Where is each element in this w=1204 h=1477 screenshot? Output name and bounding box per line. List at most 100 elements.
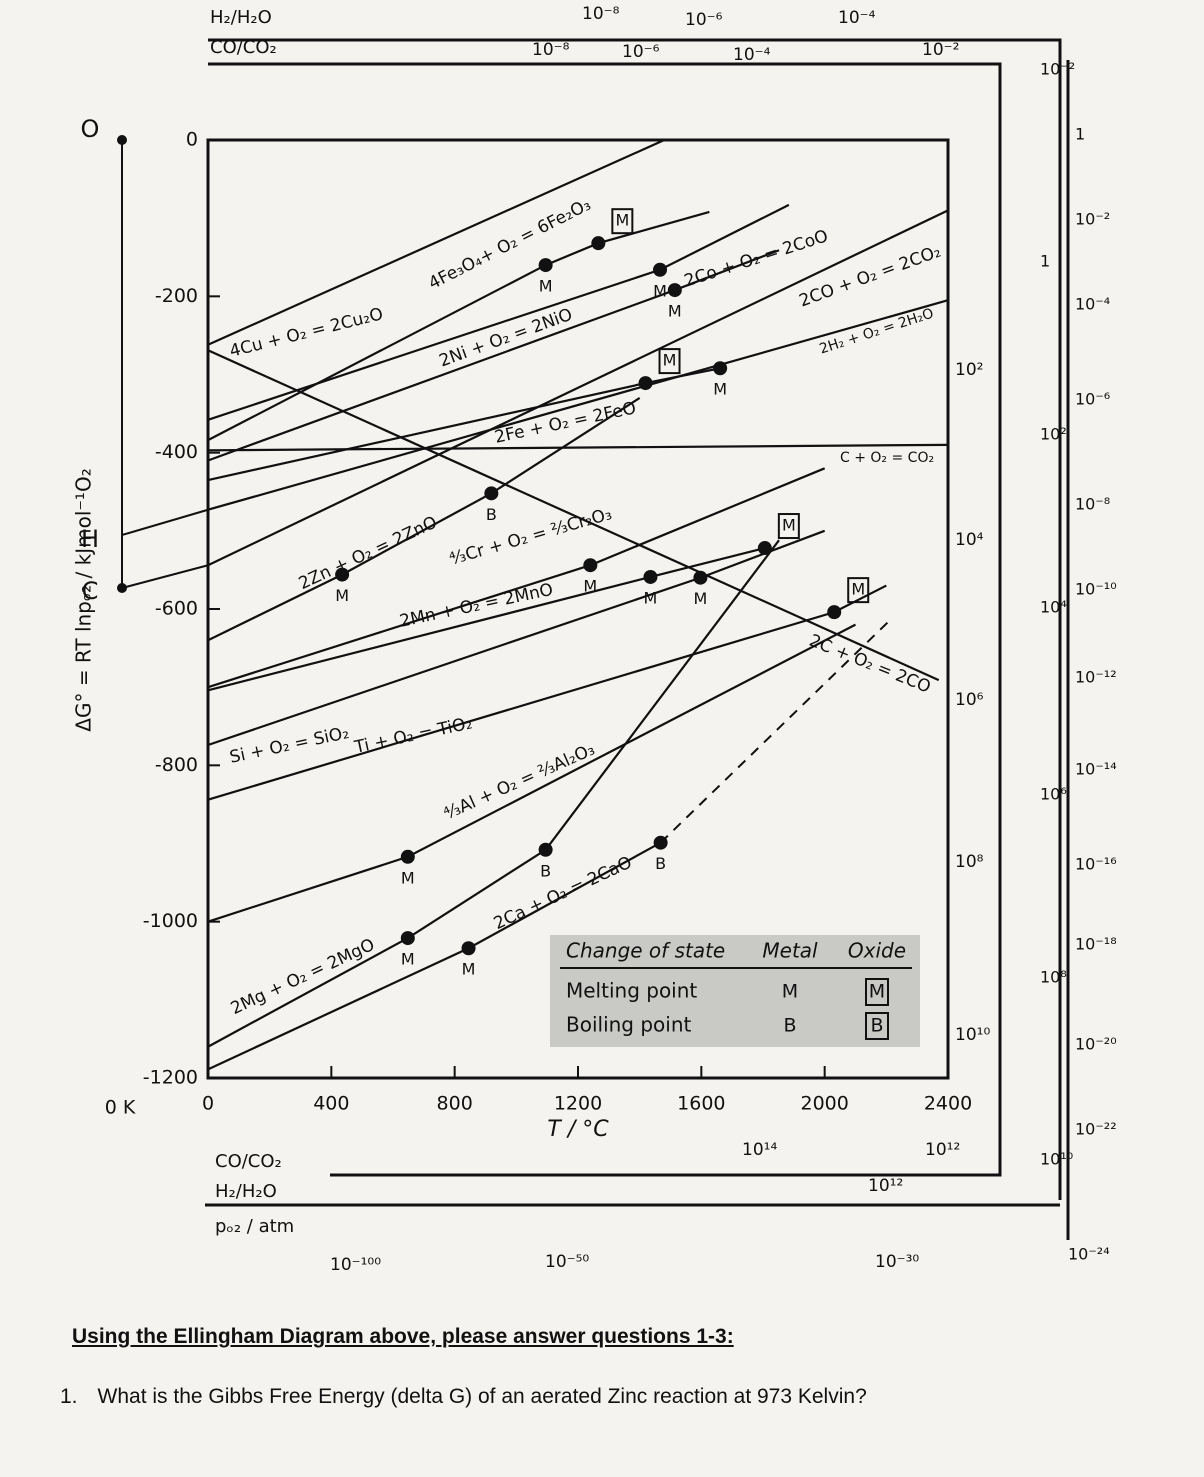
- reaction-line: [207, 209, 949, 567]
- transition-point: [461, 941, 476, 956]
- scale-label: 10⁻⁴: [838, 8, 876, 28]
- transition-label: M: [663, 351, 677, 370]
- scale-label: 10⁸: [1040, 968, 1067, 987]
- scale-label: 10¹⁰: [955, 1025, 990, 1045]
- scale-label: 10⁻⁴: [733, 45, 771, 65]
- y-tick-label: -800: [155, 754, 198, 776]
- transition-label: B: [655, 854, 666, 873]
- scale-label: 10⁻⁵⁰: [545, 1252, 589, 1272]
- transition-point: [400, 849, 415, 864]
- transition-label: M: [694, 589, 708, 608]
- reaction-line: [207, 443, 949, 452]
- legend-column: Oxide: [848, 939, 906, 963]
- h2-frame: [208, 38, 1062, 1200]
- transition-label: M: [668, 302, 682, 321]
- scale-label: 10⁻¹⁰: [1075, 580, 1117, 599]
- x-tick-label: 1600: [677, 1093, 725, 1115]
- ellingham-diagram: ΔG° = RT lnpₒ₂ / kJmol⁻¹O₂ T / °C 0 K 0 -…: [72, 4, 1117, 1275]
- oxide-box: [658, 348, 681, 375]
- transition-point: [667, 283, 682, 298]
- reaction-line: [207, 529, 826, 747]
- transition-label: M: [401, 868, 415, 887]
- legend-title: Change of state: [566, 939, 725, 963]
- reaction-label: 2Fe + O₂ = 2FeO: [493, 398, 638, 447]
- transition-label: M: [539, 277, 553, 296]
- transition-point: [484, 486, 499, 501]
- scale-label: 10⁻⁶: [622, 42, 660, 62]
- heading: Using the Ellingham Diagram above, pleas…: [72, 1325, 734, 1348]
- pivot-label: O: [81, 115, 100, 143]
- reaction-label: 2CO + O₂ = 2CO₂: [797, 242, 944, 312]
- scale-label: 10⁻²²: [1075, 1120, 1117, 1139]
- transition-point: [653, 262, 668, 277]
- scale-label: 10⁻²: [1075, 210, 1110, 229]
- x-axis-label: T / °C: [547, 1117, 609, 1142]
- transition-label: M: [401, 950, 415, 969]
- scale-label: 10¹⁴: [742, 1140, 777, 1160]
- scale-label: 10⁴: [955, 530, 984, 550]
- scale-label: 10⁻⁸: [532, 40, 570, 60]
- reaction-label: 2Mg + O₂ = 2MgO: [228, 935, 378, 1019]
- scale-label: CO/CO₂: [215, 1151, 282, 1172]
- y-axis-label: ΔG° = RT lnpₒ₂ / kJmol⁻¹O₂: [72, 468, 96, 731]
- transition-label: M: [851, 580, 865, 599]
- transition-point: [638, 376, 653, 391]
- oxide-box: [777, 513, 800, 540]
- scale-label: pₒ₂ / atm: [215, 1216, 294, 1237]
- scale-label: 10²: [1040, 425, 1067, 444]
- scale-label: 10²: [955, 360, 983, 380]
- y-tick-label: -400: [155, 441, 198, 463]
- scale-label: 10⁻¹⁶: [1075, 855, 1117, 874]
- reaction-line: [207, 349, 940, 682]
- reaction-line: [207, 203, 790, 421]
- transition-label: B: [486, 505, 497, 524]
- legend-metal: B: [783, 1015, 796, 1037]
- reaction-line: [207, 138, 665, 346]
- reaction-label: C + O₂ = CO₂: [840, 450, 934, 466]
- scale-label: 1: [1040, 252, 1050, 271]
- pivot-label: H: [81, 525, 99, 553]
- legend-metal: M: [782, 981, 798, 1003]
- reaction-label: 2Mn + O₂ = 2MnO: [398, 580, 555, 632]
- y-tick-label: -1000: [143, 910, 198, 932]
- transition-point: [827, 605, 842, 620]
- scale-label: H₂/H₂O: [215, 1181, 277, 1202]
- reaction-label: 2Ca + O₂ = 2CaO: [491, 853, 635, 934]
- transition-label: M: [335, 586, 349, 605]
- pivot-label: C: [82, 577, 99, 605]
- reaction-label: 2Zn + O₂ = 2ZnO: [296, 512, 441, 594]
- question-text: What is the Gibbs Free Energy (delta G) …: [97, 1385, 867, 1408]
- transition-label: B: [540, 861, 551, 880]
- transition-point: [643, 569, 658, 584]
- oxide-box: [611, 208, 634, 235]
- scale-label: 10¹²: [868, 1176, 903, 1196]
- transition-label: M: [644, 588, 658, 607]
- y-tick-label: 0: [186, 129, 198, 151]
- zero-kelvin: 0 K: [105, 1097, 136, 1119]
- transition-point: [591, 236, 606, 251]
- scale-label: 10⁻¹⁰⁰: [330, 1255, 381, 1275]
- transition-point: [653, 835, 668, 850]
- scale-label: 10⁶: [1040, 785, 1067, 804]
- scale-label: 10⁻⁶: [685, 10, 723, 30]
- scale-label: 10⁴: [1040, 598, 1067, 617]
- scale-label: 10⁻¹⁴: [1075, 760, 1117, 779]
- question: 1. What is the Gibbs Free Energy (delta G…: [60, 1385, 1160, 1409]
- scale-label: 10⁶: [955, 690, 984, 710]
- scale-label: 10⁻⁸: [582, 4, 620, 24]
- scale-label: 10⁻⁸: [1075, 495, 1110, 514]
- scale-label: 10¹²: [925, 1140, 960, 1160]
- transition-label: M: [462, 960, 476, 979]
- scale-label: 10⁻²: [922, 40, 959, 60]
- y-tick-label: -600: [155, 598, 198, 620]
- scale-label: 10⁻²: [1040, 60, 1075, 79]
- legend-row-label: Boiling point: [566, 1013, 692, 1037]
- oxide-box: [865, 1012, 889, 1040]
- pivot-o: [117, 135, 127, 145]
- x-tick-label: 0: [202, 1093, 214, 1115]
- transition-label: M: [782, 516, 796, 535]
- legend-column: Metal: [762, 939, 818, 963]
- transition-point: [713, 361, 728, 376]
- reaction-label: Ti + O₂ = TiO₂: [352, 713, 474, 758]
